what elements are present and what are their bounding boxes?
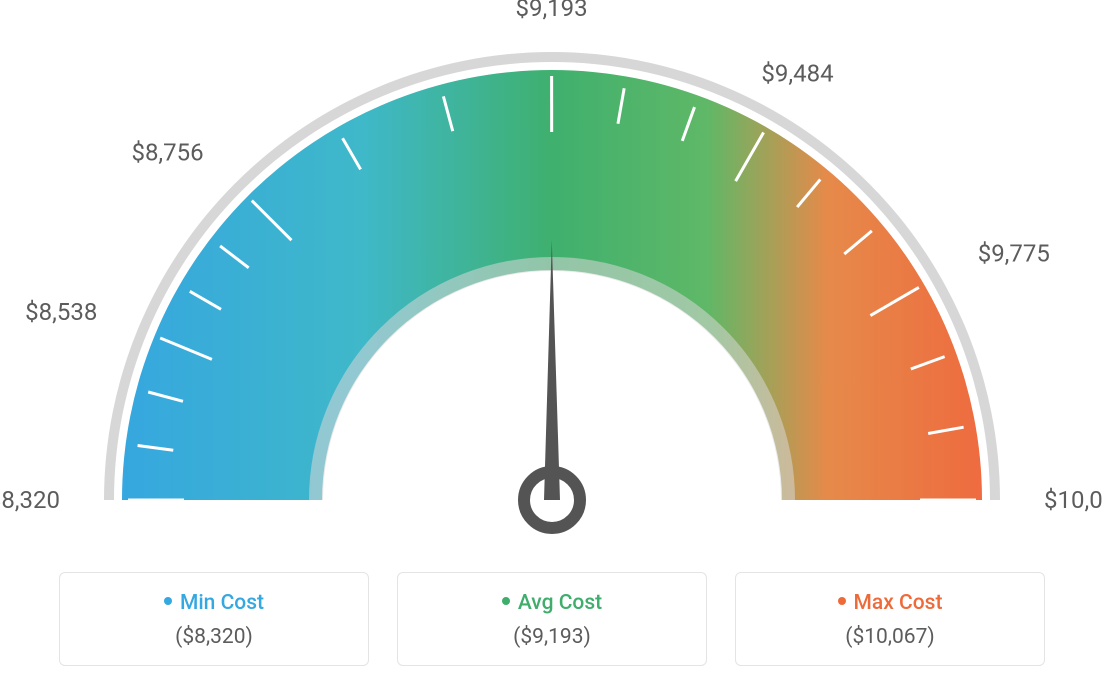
svg-text:$8,538: $8,538: [25, 298, 97, 326]
legend-label: Avg Cost: [518, 591, 602, 615]
svg-text:$10,067: $10,067: [1044, 486, 1104, 514]
legend-title-max: Max Cost: [746, 591, 1034, 615]
legend-card-avg: Avg Cost ($9,193): [397, 572, 707, 666]
legend-row: Min Cost ($8,320) Avg Cost ($9,193) Max …: [0, 572, 1104, 666]
dot-icon: [502, 597, 510, 605]
svg-text:$8,320: $8,320: [0, 486, 60, 514]
svg-text:$9,775: $9,775: [978, 239, 1050, 267]
legend-label: Max Cost: [854, 591, 943, 615]
legend-value-max: ($10,067): [746, 625, 1034, 649]
dot-icon: [164, 597, 172, 605]
dot-icon: [838, 597, 846, 605]
legend-card-max: Max Cost ($10,067): [735, 572, 1045, 666]
legend-title-min: Min Cost: [70, 591, 358, 615]
gauge-chart: $8,320 $8,538 $8,756 $9,193 $9,484 $9,775 $10,…: [0, 0, 1104, 560]
svg-text:$9,484: $9,484: [761, 60, 833, 88]
legend-value-avg: ($9,193): [408, 625, 696, 649]
svg-text:$8,756: $8,756: [131, 139, 203, 167]
legend-title-avg: Avg Cost: [408, 591, 696, 615]
svg-text:$9,193: $9,193: [515, 0, 587, 22]
legend-value-min: ($8,320): [70, 625, 358, 649]
legend-label: Min Cost: [180, 591, 264, 615]
gauge-svg: $8,320 $8,538 $8,756 $9,193 $9,484 $9,775 $10,…: [0, 0, 1104, 560]
legend-card-min: Min Cost ($8,320): [59, 572, 369, 666]
